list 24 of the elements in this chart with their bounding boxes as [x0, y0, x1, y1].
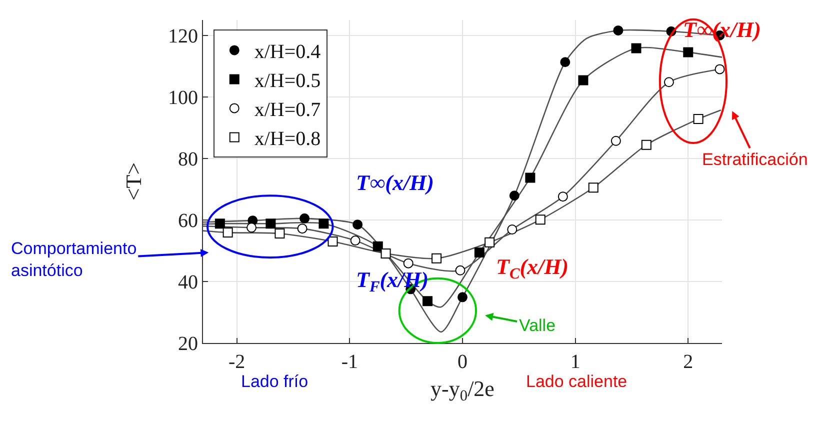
legend-label: x/H=0.7 [254, 98, 321, 121]
x-tick-label: 0 [458, 351, 468, 373]
legend-label: x/H=0.4 [254, 40, 321, 63]
x-tick-label: -2 [228, 351, 246, 373]
x-tick-label: 2 [683, 351, 694, 373]
annotation: Valle [519, 316, 556, 335]
text: Comportamiento asintótico [11, 239, 137, 280]
y-tick-label: 100 [168, 86, 198, 109]
x-tick-label: 1 [570, 351, 580, 373]
y-tick-label: 40 [178, 271, 198, 294]
text: Lado caliente [526, 372, 628, 391]
legend-label: x/H=0.5 [254, 70, 321, 92]
x-tick-label: -1 [341, 351, 358, 373]
y-tick-label: 20 [178, 333, 198, 355]
y-axis-title: <T> [120, 162, 146, 201]
text: Lado frío [241, 372, 308, 391]
y-tick-label: 120 [168, 25, 198, 48]
y-tick-label: 80 [178, 148, 198, 170]
x-axis-title: y-y$_{0}$/2e [430, 376, 494, 405]
annotation: T$_{C}$(x/H) [496, 254, 569, 283]
y-tick-label: 60 [178, 210, 198, 232]
annotation: T∞(x/H) [356, 170, 434, 195]
legend-label: x/H=0.8 [254, 128, 321, 150]
annotation: Estratificación [702, 150, 808, 169]
